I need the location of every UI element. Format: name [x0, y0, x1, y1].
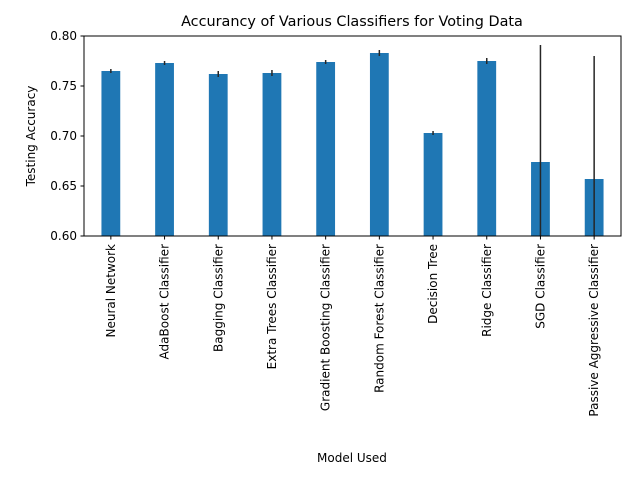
- bars-layer: [101, 53, 604, 236]
- y-tick-label: 0.70: [50, 129, 77, 143]
- x-tick-label: Ridge Classifier: [480, 244, 494, 337]
- y-tick-label: 0.80: [50, 29, 77, 43]
- x-tick-label: Neural Network: [104, 244, 118, 338]
- x-tick-label: Bagging Classifier: [211, 244, 225, 352]
- y-axis-label: Testing Accuracy: [24, 86, 38, 188]
- y-tick-label: 0.75: [50, 79, 77, 93]
- x-axis-ticks: Neural Network AdaBoost Classifier Bagging…: [104, 236, 601, 417]
- y-axis-ticks: 0.60 0.65 0.70 0.75 0.80: [50, 29, 84, 243]
- x-axis-label: Model Used: [317, 451, 387, 465]
- error-bars-layer: [110, 45, 595, 236]
- bar: [208, 74, 228, 236]
- x-tick-label: SGD Classifier: [533, 244, 547, 329]
- y-tick-label: 0.65: [50, 179, 77, 193]
- x-tick-label: Decision Tree: [426, 244, 440, 324]
- bar: [262, 73, 282, 236]
- bar: [423, 133, 443, 236]
- x-tick-label: AdaBoost Classifier: [158, 244, 172, 360]
- bar: [369, 53, 389, 236]
- bar: [101, 71, 121, 236]
- y-tick-label: 0.60: [50, 229, 77, 243]
- x-tick-label: Extra Trees Classifier: [265, 244, 279, 369]
- x-tick-label: Random Forest Classifier: [372, 244, 386, 393]
- bar: [477, 61, 497, 236]
- chart-title: Accurancy of Various Classifiers for Vot…: [181, 14, 523, 30]
- x-tick-label: Passive Aggressive Classifier: [587, 244, 601, 417]
- bar: [316, 62, 336, 236]
- x-tick-label: Gradient Boosting Classifier: [319, 244, 333, 411]
- bar: [155, 63, 174, 236]
